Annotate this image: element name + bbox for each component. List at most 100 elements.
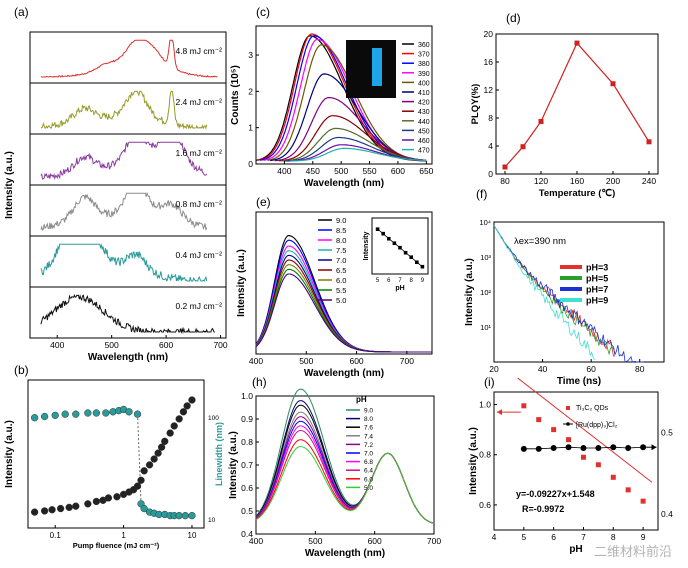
data-point bbox=[610, 444, 617, 451]
data-point bbox=[502, 164, 508, 170]
data-point bbox=[92, 497, 101, 506]
inset-tick-label: 7 bbox=[398, 278, 402, 284]
x-axis-label: pH bbox=[569, 544, 582, 555]
x-tick-label: 1 bbox=[121, 531, 126, 540]
data-point bbox=[51, 411, 59, 419]
x-tick-label: 700 bbox=[427, 536, 441, 546]
legend-label: 7.4 bbox=[364, 433, 373, 440]
data-point bbox=[145, 461, 154, 469]
series-line bbox=[40, 90, 208, 130]
legend-label: 2.4 mJ cm⁻² bbox=[175, 97, 222, 107]
data-point bbox=[551, 427, 557, 433]
x-tick-label: 700 bbox=[400, 356, 414, 366]
y-tick-label: 0.7 bbox=[241, 460, 253, 470]
panel-label-d: (d) bbox=[506, 11, 521, 25]
legend-label: 0.8 mJ cm⁻² bbox=[175, 199, 222, 209]
x-tick-label: 10 bbox=[188, 531, 197, 540]
x-tick-label: 450 bbox=[306, 166, 320, 176]
data-point bbox=[580, 454, 586, 460]
series-line bbox=[40, 141, 208, 181]
data-point bbox=[140, 467, 148, 475]
data-point bbox=[133, 410, 142, 418]
legend-label: 8.0 bbox=[336, 236, 346, 245]
y-tick-label: 0.6 bbox=[479, 500, 491, 510]
data-point bbox=[30, 508, 39, 516]
x-tick-label: 60 bbox=[586, 364, 596, 374]
data-point bbox=[574, 40, 580, 46]
legend-label: 8.0 bbox=[364, 416, 373, 423]
series-line bbox=[40, 191, 208, 231]
series-line bbox=[290, 147, 427, 162]
y2-tick-label: 0.4 bbox=[661, 509, 673, 519]
dashed-connector bbox=[137, 414, 142, 504]
data-point bbox=[625, 487, 631, 493]
data-point bbox=[30, 414, 39, 422]
legend-swatch bbox=[566, 406, 570, 410]
y-axis-label: Intensity (a.u.) bbox=[4, 151, 15, 219]
legend-label: 400 bbox=[418, 80, 430, 87]
data-point bbox=[625, 445, 632, 452]
data-point bbox=[175, 415, 183, 423]
y-tick-label: 2 bbox=[248, 86, 253, 96]
x-tick-label: 600 bbox=[349, 356, 363, 366]
legend-label: 360 bbox=[418, 42, 430, 49]
x-tick-label: 240 bbox=[642, 176, 656, 186]
y2-tick-label: 0.5 bbox=[661, 428, 673, 438]
legend-label: 420 bbox=[418, 100, 430, 107]
y-tick-label: 0 bbox=[248, 159, 253, 169]
y-tick-label: 20 bbox=[484, 29, 494, 39]
legend-label: 8.5 bbox=[336, 226, 346, 235]
x-tick-label: 650 bbox=[419, 166, 433, 176]
data-point bbox=[40, 412, 49, 421]
panel-label-a: (a) bbox=[14, 5, 29, 19]
y-axis-label: Intensity (a.u.) bbox=[236, 249, 247, 317]
y-tick-label: 12 bbox=[484, 85, 494, 95]
panel-label-c: (c) bbox=[256, 5, 270, 19]
series-line bbox=[255, 446, 435, 524]
legend-label: 5.0 bbox=[364, 485, 373, 492]
legend-label: 6.4 bbox=[364, 468, 373, 475]
y-tick-label: 0.8 bbox=[479, 450, 491, 460]
x-axis-label: Wavelength (nm) bbox=[88, 352, 168, 363]
y-tick-label: 0.9 bbox=[241, 414, 253, 424]
x-tick-label: 600 bbox=[159, 340, 173, 350]
stack-panel bbox=[29, 235, 227, 288]
y-tick-label: 10⁴ bbox=[479, 218, 491, 227]
series-line bbox=[281, 127, 426, 162]
x-tick-label: 5 bbox=[521, 532, 526, 542]
x-tick-label: 600 bbox=[368, 536, 382, 546]
x-tick-label: 400 bbox=[249, 536, 263, 546]
x-tick-label: 700 bbox=[213, 340, 227, 350]
x-tick-label: 80 bbox=[500, 176, 510, 186]
fit-line bbox=[517, 377, 653, 483]
inset-x-label: pH bbox=[395, 285, 404, 292]
inset-point bbox=[420, 264, 425, 269]
x-tick-label: 500 bbox=[105, 340, 119, 350]
legend-label: 5.5 bbox=[336, 286, 346, 295]
x-tick-label: 9 bbox=[641, 532, 646, 542]
legend-label: pH=7 bbox=[586, 285, 608, 295]
x-tick-label: 550 bbox=[362, 166, 376, 176]
panel-label-h: (h) bbox=[252, 375, 267, 389]
x-axis-label: Pump fluence (mJ cm⁻²) bbox=[73, 541, 160, 550]
x-axis-label: Wavelength (nm) bbox=[305, 548, 385, 559]
legend-label: 6.0 bbox=[364, 476, 373, 483]
legend-label: 380 bbox=[418, 61, 430, 68]
legend-label: 410 bbox=[418, 90, 430, 97]
y-tick-label: 8 bbox=[488, 113, 493, 123]
inset-tick-label: 9 bbox=[421, 278, 425, 284]
stack-panel bbox=[29, 184, 227, 237]
data-point bbox=[154, 449, 162, 457]
data-point bbox=[188, 396, 196, 404]
y-tick-label: 0 bbox=[488, 169, 493, 179]
data-point bbox=[520, 144, 526, 150]
x-axis-label: Wavelength (nm) bbox=[304, 368, 384, 379]
data-point bbox=[65, 503, 73, 512]
arrow-right-head bbox=[651, 444, 657, 451]
data-point bbox=[102, 409, 110, 417]
series-line bbox=[40, 243, 208, 282]
data-point bbox=[113, 493, 121, 501]
legend-label: 440 bbox=[418, 119, 430, 126]
data-point bbox=[166, 429, 174, 437]
